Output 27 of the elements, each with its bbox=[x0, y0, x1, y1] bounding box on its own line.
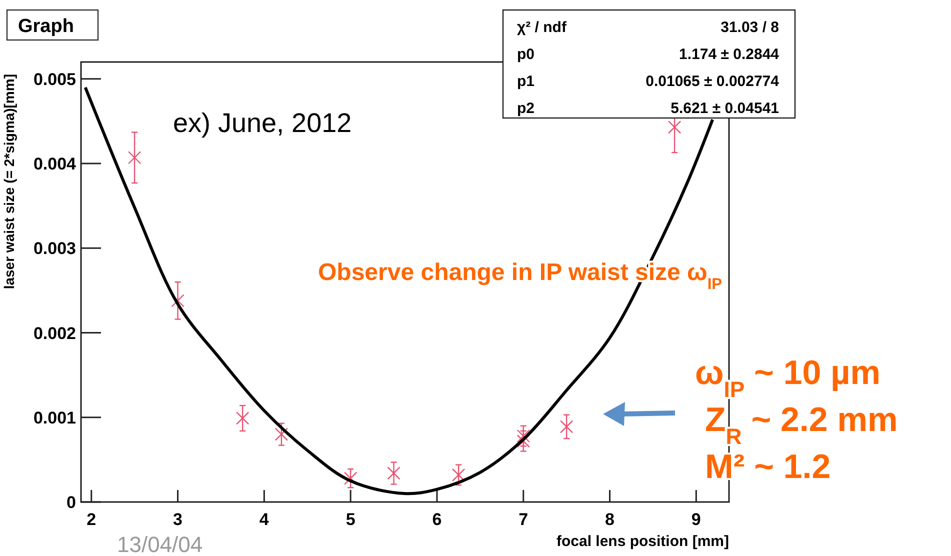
y-tick-label: 0.004 bbox=[33, 154, 77, 174]
y-tick-label: 0.005 bbox=[33, 70, 76, 89]
x-tick-label: 8 bbox=[605, 510, 614, 529]
y-axis-title: laser waist size (= 2*sigma)[mm] bbox=[1, 74, 17, 290]
text: 31.03 / 8 bbox=[720, 19, 779, 36]
annotation: p2 bbox=[517, 100, 535, 117]
annotation: 1.174 ± 0.2844 bbox=[679, 46, 780, 63]
annotation: 0.01065 ± 0.002774 bbox=[646, 73, 780, 90]
annotation: 5.621 ± 0.04541 bbox=[670, 100, 779, 117]
x-tick-label: 2 bbox=[86, 510, 96, 529]
annotation: ex) June, 2012 bbox=[173, 108, 352, 138]
annotation: p0 bbox=[517, 46, 535, 63]
y-tick-label: 0.001 bbox=[33, 408, 76, 428]
chart-title: Graph bbox=[18, 16, 74, 37]
text: 13/04/04 bbox=[117, 532, 203, 556]
y-tick-label: 0.003 bbox=[33, 239, 76, 258]
x-tick-label: 9 bbox=[691, 510, 701, 529]
x-tick-label: 5 bbox=[346, 510, 356, 529]
x-tick-label: 7 bbox=[518, 510, 528, 529]
text: χ² / ndf bbox=[517, 19, 568, 36]
x-axis-title: focal lens position [mm] bbox=[556, 533, 730, 550]
x-tick-label: 4 bbox=[259, 510, 270, 529]
x-tick-label: 6 bbox=[432, 510, 442, 529]
x-tick-label: 3 bbox=[173, 510, 182, 529]
annotation: p1 bbox=[517, 73, 535, 90]
y-tick-label: 0 bbox=[66, 493, 76, 512]
y-tick-label: 0.002 bbox=[33, 324, 76, 343]
